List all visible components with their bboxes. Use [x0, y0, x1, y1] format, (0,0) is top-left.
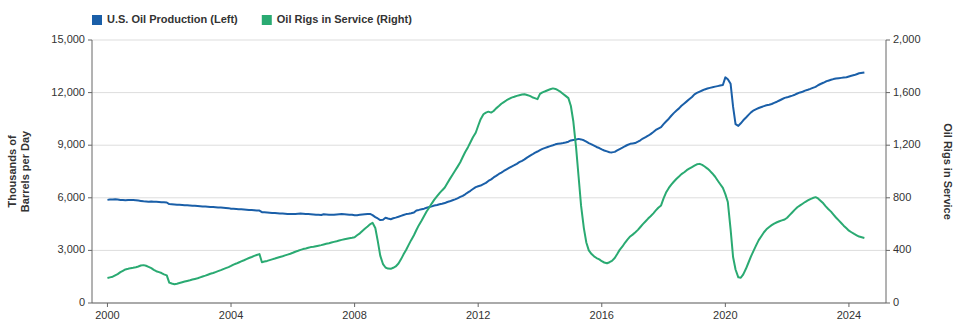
y-tick	[88, 40, 92, 41]
x-tick	[354, 303, 355, 307]
y-tick-label: 3,000	[57, 243, 85, 255]
y2-tick	[886, 145, 890, 146]
legend-item: U.S. Oil Production (Left)	[92, 13, 238, 25]
y2-tick-label: 1,600	[893, 86, 921, 98]
x-tick	[478, 303, 479, 307]
series-line	[107, 72, 864, 220]
y-tick	[88, 250, 92, 251]
grid-line	[92, 40, 886, 41]
x-tick-label: 2008	[342, 309, 366, 321]
y-tick-label: 15,000	[51, 33, 85, 45]
legend-label: Oil Rigs in Service (Right)	[277, 13, 412, 25]
x-tick-label: 2016	[590, 309, 614, 321]
series-line	[107, 88, 864, 284]
grid	[92, 40, 886, 303]
x-tick	[601, 303, 602, 307]
y-tick	[88, 303, 92, 304]
y-tick	[88, 145, 92, 146]
x-axis-line	[92, 303, 886, 304]
y-tick	[88, 92, 92, 93]
grid-line	[92, 303, 886, 304]
legend-label: U.S. Oil Production (Left)	[107, 13, 238, 25]
plot-area	[107, 72, 864, 284]
y-tick-label: 12,000	[51, 86, 85, 98]
y2-tick-label: 2,000	[893, 33, 921, 45]
grid-line	[92, 250, 886, 251]
y-tick-label: 6,000	[57, 191, 85, 203]
x-tick	[725, 303, 726, 307]
y2-tick	[886, 92, 890, 93]
x-tick-label: 2004	[219, 309, 243, 321]
y-axis-line	[92, 40, 93, 303]
y-tick-label: 9,000	[57, 138, 85, 150]
x-tick-label: 2024	[837, 309, 861, 321]
x-tick-label: 2000	[95, 309, 119, 321]
y-tick	[88, 197, 92, 198]
x-tick-label: 2020	[713, 309, 737, 321]
y-tick-label: 0	[79, 296, 85, 308]
y2-axis-line	[886, 40, 887, 303]
y2-tick-label: 800	[893, 191, 911, 203]
x-tick	[848, 303, 849, 307]
grid-line	[92, 197, 886, 198]
grid-line	[92, 92, 886, 93]
x-tick	[107, 303, 108, 307]
y-axis-label: Thousands ofBarrels per Day	[6, 130, 31, 212]
y2-tick	[886, 197, 890, 198]
y2-tick-label: 1,200	[893, 138, 921, 150]
y2-tick	[886, 250, 890, 251]
y2-tick	[886, 40, 890, 41]
legend-swatch	[92, 15, 102, 25]
legend: U.S. Oil Production (Left) Oil Rigs in Se…	[92, 13, 412, 25]
x-tick-label: 2012	[466, 309, 490, 321]
legend-item: Oil Rigs in Service (Right)	[262, 13, 412, 25]
y2-tick	[886, 303, 890, 304]
y2-tick-label: 0	[893, 296, 899, 308]
legend-swatch	[262, 15, 272, 25]
grid-line	[92, 145, 886, 146]
x-tick	[231, 303, 232, 307]
chart: 0 3,000 6,000 9,000 12,000 15,000 0 400 800 1,200…	[0, 0, 960, 333]
y2-tick-label: 400	[893, 243, 911, 255]
y2-axis-label: Oil Rigs in Service	[942, 123, 954, 220]
